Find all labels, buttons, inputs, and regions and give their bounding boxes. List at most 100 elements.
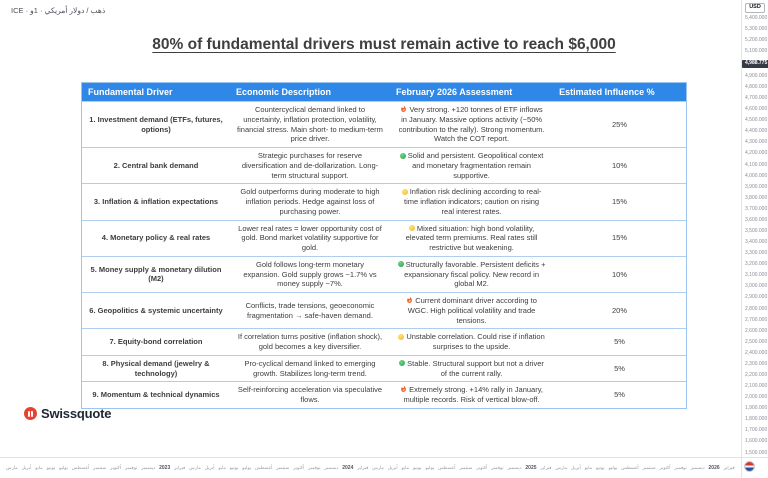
- assessment-cell: Unstable correlation. Could rise if infl…: [390, 329, 553, 355]
- month-tick-label: أكتوبر: [293, 464, 305, 470]
- price-tick-label: 3,400.000: [745, 239, 768, 246]
- chart-symbol-title[interactable]: ICE · ذهب / دولار أمريكي · 1و: [11, 6, 106, 15]
- assessment-cell: Mixed situation: high bond volatility, e…: [390, 221, 553, 256]
- table-row: 4. Monetary policy & real rates Lower rea…: [82, 219, 686, 256]
- assessment-text: Stable. Structural support but not a dri…: [407, 358, 544, 378]
- influence-cell: 5%: [614, 390, 625, 400]
- description-cell: Lower real rates = lower opportunity cos…: [238, 223, 382, 253]
- assessment-cell: Solid and persistent. Geopolitical conte…: [390, 148, 553, 183]
- time-axis[interactable]: مارس أبريل مايو يونيو يوليو أغسطس سبتمبر أكتوبر…: [0, 457, 741, 478]
- description-cell: Conflicts, trade tensions, geoeconomic f…: [245, 300, 375, 320]
- month-tick-label: أكتوبر: [659, 464, 671, 470]
- price-tick-label: 3,500.000: [745, 227, 768, 234]
- price-tick-label: 3,800.000: [745, 194, 768, 201]
- fundamental-drivers-table: Fundamental Driver Economic Description …: [81, 82, 687, 409]
- month-tick-label: ديسمبر: [690, 464, 705, 470]
- month-tick-label: فبراير: [723, 464, 735, 470]
- month-tick-label: سبتمبر: [93, 464, 107, 470]
- month-tick-label: يوليو: [608, 464, 618, 470]
- assessment-cell: Very strong. +120 tonnes of ETF inflows …: [390, 102, 553, 147]
- price-tick-label: 1,800.000: [745, 416, 768, 423]
- price-tick-label: 4,600.000: [745, 106, 768, 113]
- price-tick-label: 1,500.000: [745, 449, 768, 456]
- price-tick-label: 1,900.000: [745, 405, 768, 412]
- year-tick-label: 2026: [708, 464, 720, 471]
- description-cell: Gold follows long-term monetary expansio…: [243, 259, 377, 289]
- brand-logo: Swissquote: [24, 406, 111, 421]
- month-tick-label: نوفمبر: [124, 464, 138, 470]
- price-tick-label: 2,500.000: [745, 338, 768, 345]
- month-tick-label: أبريل: [21, 464, 32, 470]
- assessment-text: Current dominant driver according to WGC…: [407, 296, 537, 325]
- yellow-status-icon: [401, 188, 408, 195]
- assessment-text: Mixed situation: high bond volatility, e…: [405, 223, 538, 253]
- description-cell: If correlation turns positive (inflation…: [237, 332, 383, 351]
- price-tick-label: 4,100.000: [745, 161, 768, 168]
- month-tick-label: يوليو: [59, 464, 68, 470]
- flag-icon[interactable]: [744, 461, 755, 472]
- price-tick-label: 4,900.000: [745, 72, 768, 79]
- driver-cell: 1. Investment demand (ETFs, futures, opt…: [89, 114, 223, 134]
- month-tick-label: ديسمبر: [324, 464, 339, 470]
- influence-cell: 5%: [614, 363, 625, 373]
- influence-cell: 5%: [614, 337, 625, 347]
- influence-cell: 10%: [612, 269, 628, 279]
- assessment-text: Extremely strong. +14% rally in January,…: [403, 385, 543, 404]
- price-tick-label: 1,600.000: [745, 438, 768, 445]
- month-tick-label: مارس: [189, 464, 201, 470]
- price-tick-label: 4,400.000: [745, 128, 768, 135]
- month-tick-label: أبريل: [570, 464, 581, 470]
- price-tick-label: 4,300.000: [745, 139, 768, 146]
- table-row: 2. Central bank demand Strategic purchase…: [82, 147, 686, 184]
- table-row: 7. Equity-bond correlation If correlation…: [82, 328, 686, 355]
- assessment-text: Very strong. +120 tonnes of ETF inflows …: [398, 105, 545, 144]
- influence-cell: 25%: [612, 119, 628, 129]
- month-tick-label: يونيو: [596, 464, 605, 470]
- month-tick-label: أبريل: [387, 464, 398, 470]
- driver-cell: 6. Geopolitics & systemic uncertainty: [89, 305, 223, 315]
- description-cell: Pro-cyclical demand linked to emerging g…: [244, 358, 376, 378]
- price-tick-label: 4,500.000: [745, 117, 768, 124]
- assessment-cell: Inflation risk declining according to re…: [390, 184, 553, 219]
- price-tick-label: 2,400.000: [745, 349, 768, 356]
- price-tick-label: 5,400.000: [745, 14, 768, 21]
- price-tick-label: 4,200.000: [745, 150, 768, 157]
- month-tick-label: نوفمبر: [674, 464, 687, 470]
- month-tick-label: مايو: [584, 464, 593, 470]
- driver-cell: 5. Money supply & monetary dilution (M2): [90, 264, 222, 284]
- page-title: 80% of fundamental drivers must remain a…: [152, 36, 616, 53]
- price-tick-label: 2,600.000: [745, 327, 768, 334]
- price-axis[interactable]: USD 5,400.000 5,300.000 5,200.000 5,100.000…: [741, 0, 768, 457]
- month-tick-label: نوفمبر: [308, 464, 321, 470]
- month-tick-label: أغسطس: [438, 464, 456, 470]
- driver-cell: 2. Central bank demand: [113, 160, 199, 170]
- month-tick-label: يونيو: [46, 464, 56, 470]
- year-tick-label: 2023: [159, 464, 171, 471]
- assessment-cell: Stable. Structural support but not a dri…: [390, 356, 553, 382]
- description-cell: Strategic purchases for reserve diversif…: [241, 151, 379, 180]
- driver-cell: 7. Equity-bond correlation: [109, 337, 203, 347]
- year-tick-label: 2024: [342, 464, 354, 471]
- driver-cell: 3. Inflation & inflation expectations: [93, 197, 219, 206]
- price-tick-label: 2,300.000: [745, 360, 768, 367]
- price-tick-label: 5,300.000: [745, 25, 768, 32]
- brand-name: Swissquote: [41, 406, 112, 421]
- price-tick-label: 3,600.000: [745, 216, 768, 223]
- month-tick-label: فبراير: [174, 464, 186, 470]
- column-header-assessment: February 2026 Assessment: [396, 87, 513, 97]
- price-tick-label: 5,100.000: [745, 47, 768, 54]
- flame-icon: [401, 105, 407, 112]
- table-row: 9. Momentum & technical dynamics Self-rei…: [82, 381, 686, 408]
- flame-icon: [401, 385, 406, 393]
- table-row: 6. Geopolitics & systemic uncertainty Con…: [82, 292, 686, 329]
- month-tick-label: يونيو: [412, 464, 422, 470]
- price-tick-label: 3,100.000: [745, 272, 768, 279]
- month-tick-label: ديسمبر: [141, 464, 156, 470]
- assessment-text: Solid and persistent. Geopolitical conte…: [407, 151, 544, 180]
- description-cell: Self-reinforcing acceleration via specul…: [237, 385, 383, 404]
- price-tick-label: 1,700.000: [745, 427, 768, 434]
- month-tick-label: يوليو: [242, 464, 252, 470]
- price-tick-label: 3,300.000: [745, 250, 768, 257]
- price-tick-label: 2,200.000: [745, 372, 768, 378]
